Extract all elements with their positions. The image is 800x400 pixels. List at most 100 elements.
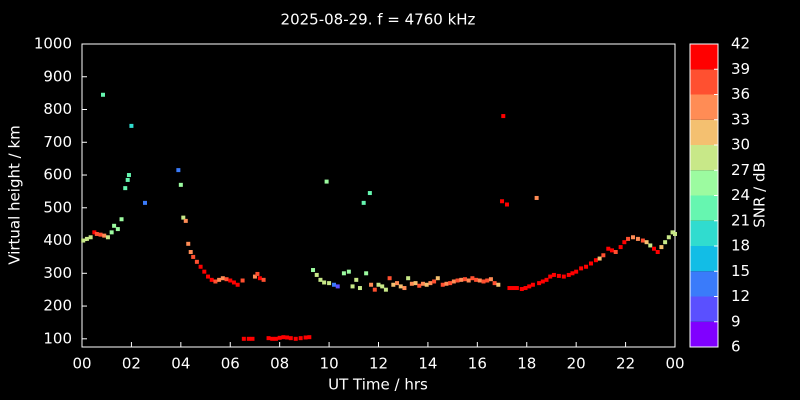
data-point bbox=[455, 278, 460, 283]
data-point bbox=[544, 277, 549, 282]
colorbar-tick-label: 27 bbox=[731, 161, 750, 179]
data-point bbox=[640, 238, 645, 243]
data-point bbox=[481, 279, 486, 284]
colorbar-tick-label: 24 bbox=[731, 186, 750, 204]
data-point bbox=[496, 282, 501, 287]
data-point bbox=[626, 236, 631, 241]
data-point bbox=[369, 282, 374, 287]
data-point bbox=[293, 336, 298, 341]
data-point bbox=[188, 250, 193, 255]
colorbar-band bbox=[690, 321, 718, 347]
data-point bbox=[119, 217, 124, 222]
data-point bbox=[406, 276, 411, 281]
x-tick-label: 10 bbox=[320, 355, 339, 373]
data-point bbox=[579, 266, 584, 271]
data-point bbox=[514, 286, 519, 291]
data-point bbox=[584, 264, 589, 269]
data-point bbox=[523, 286, 528, 291]
data-point bbox=[213, 279, 218, 284]
data-point bbox=[364, 271, 369, 276]
data-point bbox=[285, 335, 290, 340]
data-point bbox=[444, 281, 449, 286]
colorbar-band bbox=[690, 271, 718, 297]
x-tick-label: 06 bbox=[221, 355, 240, 373]
x-tick-label: 14 bbox=[418, 355, 437, 373]
colorbar-tick-label: 21 bbox=[731, 211, 750, 229]
data-point bbox=[84, 236, 89, 241]
data-point bbox=[507, 286, 512, 291]
data-point bbox=[123, 186, 128, 191]
data-point bbox=[673, 231, 677, 236]
data-point bbox=[609, 248, 614, 253]
data-point bbox=[266, 336, 271, 341]
colorbar-tick-label: 15 bbox=[731, 262, 750, 280]
data-point bbox=[350, 284, 355, 289]
data-point bbox=[413, 281, 418, 286]
colorbar-band bbox=[690, 119, 718, 145]
data-point bbox=[659, 245, 664, 250]
y-tick-label: 200 bbox=[43, 297, 72, 315]
data-point bbox=[324, 179, 329, 184]
data-point bbox=[250, 336, 255, 341]
data-point bbox=[98, 232, 103, 237]
y-tick-label: 100 bbox=[43, 329, 72, 347]
data-point bbox=[101, 92, 106, 97]
data-point bbox=[102, 233, 107, 238]
data-point bbox=[448, 281, 453, 286]
data-point bbox=[383, 287, 388, 292]
x-tick-label: 22 bbox=[616, 355, 635, 373]
data-point bbox=[548, 274, 553, 279]
data-point bbox=[477, 278, 482, 283]
colorbar-band bbox=[690, 246, 718, 272]
data-point bbox=[485, 278, 490, 283]
data-point bbox=[303, 335, 308, 340]
data-point bbox=[635, 236, 640, 241]
data-point bbox=[527, 284, 532, 289]
data-point bbox=[474, 277, 479, 282]
data-point bbox=[228, 278, 233, 283]
data-point bbox=[335, 284, 340, 289]
data-point bbox=[81, 238, 86, 243]
data-point bbox=[354, 277, 359, 282]
data-point bbox=[125, 177, 130, 182]
x-tick-label: 20 bbox=[567, 355, 586, 373]
x-tick-label: 18 bbox=[517, 355, 536, 373]
data-point bbox=[252, 274, 257, 279]
data-point bbox=[488, 277, 493, 282]
data-point bbox=[644, 240, 649, 245]
chart-title: 2025-08-29. f = 4760 kHz bbox=[281, 11, 476, 29]
x-tick-label: 04 bbox=[171, 355, 190, 373]
data-point bbox=[556, 273, 561, 278]
data-point bbox=[372, 287, 377, 292]
colorbar-tick-label: 42 bbox=[731, 35, 750, 53]
data-point bbox=[281, 335, 286, 340]
data-point bbox=[178, 182, 183, 187]
data-point bbox=[618, 245, 623, 250]
data-point bbox=[209, 277, 214, 282]
data-point bbox=[318, 277, 323, 282]
colorbar-tick-label: 12 bbox=[731, 287, 750, 305]
y-tick-label: 400 bbox=[43, 231, 72, 249]
data-point bbox=[504, 202, 509, 207]
data-point bbox=[376, 282, 381, 287]
data-point bbox=[332, 282, 337, 287]
data-point bbox=[402, 286, 407, 291]
colorbar-band bbox=[690, 170, 718, 196]
data-point bbox=[261, 277, 266, 282]
data-point bbox=[391, 282, 396, 287]
data-point bbox=[246, 336, 251, 341]
data-point bbox=[651, 246, 656, 251]
data-point bbox=[561, 274, 566, 279]
data-point bbox=[202, 269, 207, 274]
colorbar-band bbox=[690, 69, 718, 95]
data-point bbox=[428, 281, 433, 286]
y-tick-label: 600 bbox=[43, 166, 72, 184]
data-point bbox=[311, 268, 316, 273]
data-point bbox=[231, 280, 236, 285]
x-tick-label: 12 bbox=[369, 355, 388, 373]
data-point bbox=[387, 276, 392, 281]
data-point bbox=[88, 235, 93, 240]
colorbar-tick-label: 39 bbox=[731, 60, 750, 78]
